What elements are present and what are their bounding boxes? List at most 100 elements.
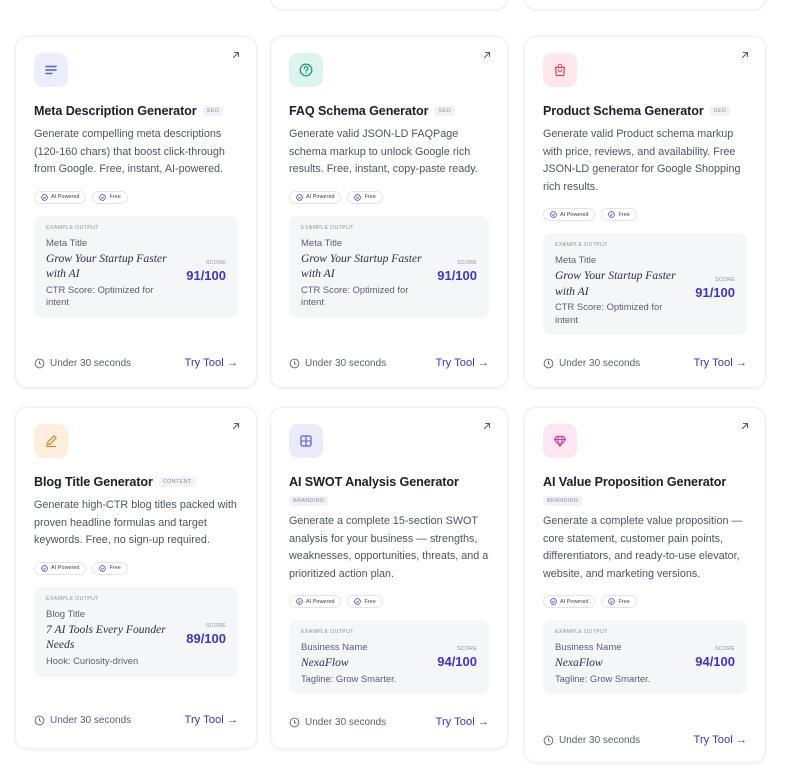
time-estimate: Under 30 seconds [543, 358, 640, 369]
example-note: Tagline: Grow Smarter. [301, 672, 397, 684]
try-tool-link[interactable]: Try Tool → [184, 714, 238, 726]
try-tool-link[interactable]: Try Tool → [693, 734, 747, 746]
external-link-icon[interactable] [739, 49, 751, 61]
card-description: Generate valid Product schema markup wit… [543, 128, 741, 193]
tool-card-meta-description[interactable]: Meta Description Generator SEO Generate … [15, 36, 257, 388]
example-field-name: Meta Title [46, 237, 88, 249]
card-description: Generate valid JSON-LD FAQPage schema ma… [289, 128, 478, 176]
example-note: CTR Score: Optimized for intent [555, 301, 663, 325]
free-badge: Free [347, 595, 383, 609]
try-tool-link[interactable]: Try Tool → [435, 716, 489, 728]
free-badge: Free [92, 190, 128, 204]
example-output-panel: Example Output Business Name NexaFlow Ta… [289, 620, 489, 695]
time-estimate: Under 30 seconds [289, 717, 386, 728]
example-field-name: Meta Title [301, 237, 343, 249]
example-output-panel: Example Output Meta Title Grow Your Star… [543, 233, 747, 336]
external-link-icon[interactable] [230, 49, 242, 61]
card-description: Generate a complete 15-section SWOT anal… [289, 515, 489, 580]
score-value: 94/100 [695, 654, 735, 670]
free-badge: Free [601, 595, 637, 609]
ai-powered-badge: AI Powered [34, 561, 87, 575]
external-link-icon[interactable] [481, 420, 493, 432]
score-label: Score [206, 259, 226, 266]
ai-powered-badge: AI Powered [289, 595, 342, 609]
shopping-bag-icon [543, 53, 577, 87]
score-label: Score [457, 259, 477, 266]
previous-card-stub [524, 0, 766, 10]
tool-card-faq-schema[interactable]: FAQ Schema Generator SEO Generate valid … [270, 36, 508, 388]
external-link-icon[interactable] [230, 420, 242, 432]
example-note: CTR Score: Optimized for intent [46, 283, 154, 308]
score-value: 91/100 [437, 267, 477, 283]
time-estimate: Under 30 seconds [543, 735, 640, 746]
score-value: 89/100 [186, 630, 226, 646]
card-title: Meta Description Generator [34, 104, 197, 118]
example-output-label: Example Output [46, 595, 99, 602]
example-value: NexaFlow [555, 656, 603, 670]
tool-card-blog-title[interactable]: Blog Title Generator Content Generate hi… [15, 407, 257, 749]
pen-icon [34, 424, 68, 458]
example-field-name: Blog Title [46, 608, 86, 620]
example-output-panel: Example Output Meta Title Grow Your Star… [289, 215, 489, 318]
tool-card-product-schema[interactable]: Product Schema Generator SEO Generate va… [524, 36, 766, 388]
example-value: 7 AI Tools Every Founder Needs [46, 622, 166, 652]
card-title: FAQ Schema Generator [289, 104, 429, 118]
free-badge: Free [601, 208, 637, 222]
example-output-label: Example Output [555, 242, 608, 249]
example-output-panel: Example Output Meta Title Grow Your Star… [34, 215, 238, 318]
score-value: 94/100 [437, 654, 477, 670]
card-description: Generate high-CTR blog titles packed wit… [34, 499, 237, 547]
example-field-name: Business Name [555, 642, 622, 654]
free-badge: Free [92, 561, 128, 575]
example-output-panel: Example Output Blog Title 7 AI Tools Eve… [34, 586, 238, 677]
time-estimate: Under 30 seconds [34, 358, 131, 369]
card-description: Generate a complete value proposition — … [543, 515, 743, 580]
try-tool-link[interactable]: Try Tool → [435, 357, 489, 369]
clock-icon [34, 358, 45, 368]
example-value: Grow Your Startup Faster with AI [301, 251, 422, 281]
tool-card-value-proposition[interactable]: AI Value Proposition Generator Branding … [524, 407, 766, 763]
try-tool-link[interactable]: Try Tool → [184, 357, 238, 369]
example-note: Hook: Curiosity-driven [46, 654, 139, 666]
example-output-label: Example Output [301, 224, 354, 231]
card-title: Blog Title Generator [34, 475, 153, 489]
try-tool-link[interactable]: Try Tool → [693, 357, 747, 369]
example-field-name: Meta Title [555, 255, 597, 267]
clock-icon [543, 735, 554, 745]
category-tag: SEO [709, 106, 731, 116]
category-tag: Content [158, 477, 196, 487]
example-note: CTR Score: Optimized for intent [301, 283, 409, 308]
score-label: Score [715, 277, 735, 284]
category-tag: Branding [543, 496, 583, 506]
time-estimate: Under 30 seconds [34, 715, 131, 726]
card-title: Product Schema Generator [543, 104, 704, 118]
grid-icon [289, 424, 323, 458]
score-label: Score [206, 622, 226, 629]
clock-icon [34, 715, 45, 725]
example-note: Tagline: Grow Smarter. [555, 672, 651, 684]
example-output-label: Example Output [555, 629, 608, 636]
clock-icon [289, 717, 300, 727]
card-title: AI SWOT Analysis Generator [289, 475, 459, 489]
score-label: Score [715, 646, 735, 653]
example-value: Grow Your Startup Faster with AI [555, 269, 676, 298]
external-link-icon[interactable] [739, 420, 751, 432]
example-field-name: Business Name [301, 642, 368, 654]
free-badge: Free [347, 190, 383, 204]
category-tag: Branding [289, 496, 329, 506]
example-value: Grow Your Startup Faster with AI [46, 251, 167, 281]
score-value: 91/100 [186, 267, 226, 283]
ai-powered-badge: AI Powered [543, 208, 596, 222]
card-title: AI Value Proposition Generator [543, 475, 727, 489]
ai-powered-badge: AI Powered [34, 190, 87, 204]
score-label: Score [457, 646, 477, 653]
example-output-panel: Example Output Business Name NexaFlow Ta… [543, 620, 747, 695]
score-value: 91/100 [695, 285, 735, 301]
external-link-icon[interactable] [481, 49, 493, 61]
tool-card-swot-analysis[interactable]: AI SWOT Analysis Generator Branding Gene… [270, 407, 508, 749]
clock-icon [289, 358, 300, 368]
question-circle-icon [289, 53, 323, 87]
ai-powered-badge: AI Powered [543, 595, 596, 609]
clock-icon [543, 358, 554, 368]
diamond-icon [543, 424, 577, 458]
